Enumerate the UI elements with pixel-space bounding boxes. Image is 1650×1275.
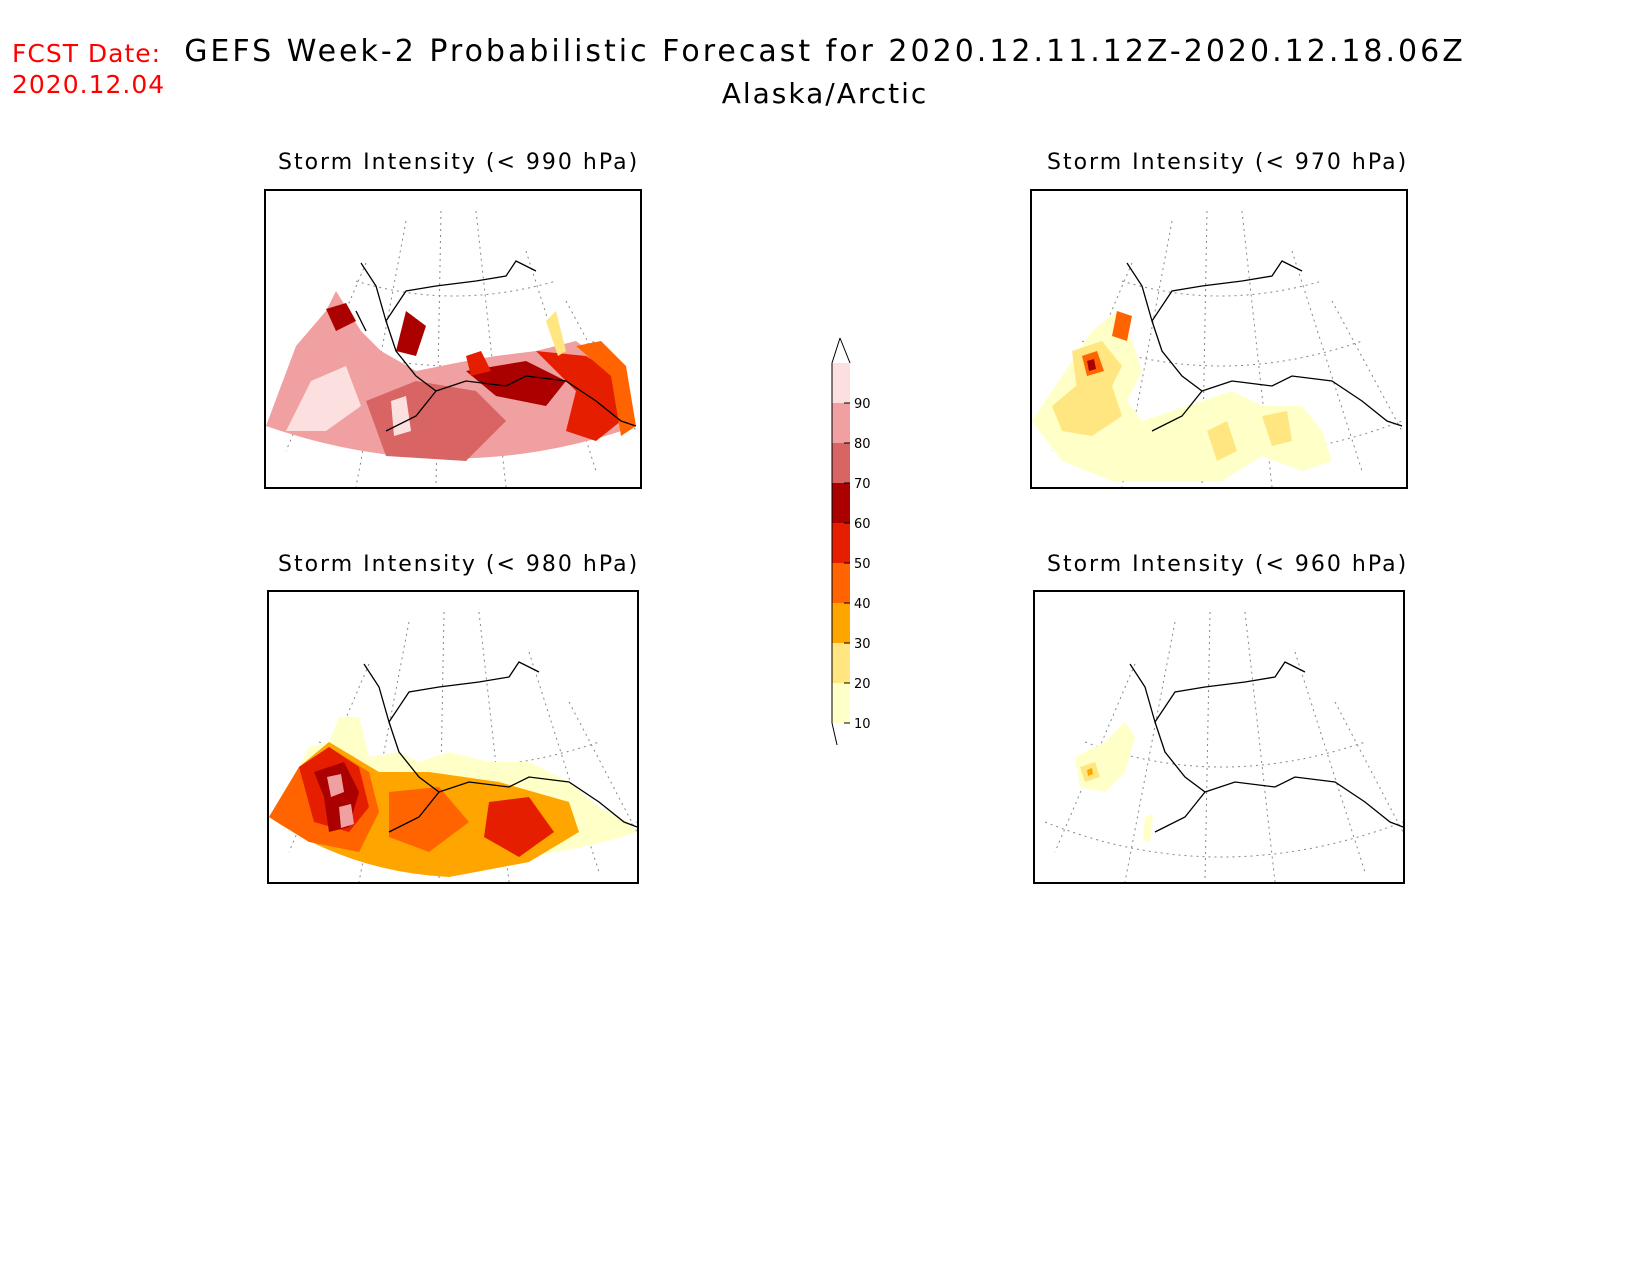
colorbar-tick-label: 10 [854,717,871,732]
colorbar-outline [831,337,851,759]
colorbar-swatch [832,403,850,443]
panel-title-980: Storm Intensity (< 980 hPa) [278,552,640,577]
panel-title-970: Storm Intensity (< 970 hPa) [1047,150,1409,175]
forecast-date-block: FCST Date: 2020.12.04 [12,38,165,100]
colorbar-tick-label: 90 [854,397,871,412]
colorbar-swatch [832,603,850,643]
colorbar-legend: 10 20 30 40 50 60 70 80 90 [820,335,880,759]
colorbar-swatch [832,363,850,403]
map-panel-980 [267,590,639,884]
colorbar-tick-label: 20 [854,677,871,692]
colorbar-swatch [832,643,850,683]
colorbar-tick-label: 40 [854,597,871,612]
colorbar-swatch [832,443,850,483]
region-subtitle: Alaska/Arctic [721,77,929,110]
colorbar-tick-label: 70 [854,477,871,492]
colorbar-tick-label: 60 [854,517,871,532]
coastline [355,260,637,432]
map-panel-960 [1033,590,1405,884]
probability-field [269,717,637,877]
map-panel-990 [264,189,642,489]
panel-title-960: Storm Intensity (< 960 hPa) [1047,552,1409,577]
colorbar-swatch [832,523,850,563]
colorbar-swatch [832,683,850,723]
map-panel-970 [1030,189,1408,489]
forecast-date-label: FCST Date: [12,39,162,68]
colorbar-swatch [832,483,850,523]
probability-field [266,291,636,461]
coastline [363,661,637,833]
colorbar-top-tail [832,338,850,363]
probability-field [1032,311,1332,481]
page-title: GEFS Week-2 Probabilistic Forecast for 2… [184,34,1466,69]
forecast-date-value: 2020.12.04 [12,70,166,99]
colorbar-bottom-tail [832,723,850,758]
colorbar-tick-label: 30 [854,637,871,652]
panel-title-990: Storm Intensity (< 990 hPa) [278,150,640,175]
colorbar-swatch [832,563,850,603]
page-title-block: GEFS Week-2 Probabilistic Forecast for 2… [0,34,1650,110]
probability-field [1075,722,1153,842]
coastline [1129,661,1403,833]
colorbar-tick-label: 50 [854,557,871,572]
colorbar-tick-label: 80 [854,437,871,452]
coastline [1126,260,1403,432]
